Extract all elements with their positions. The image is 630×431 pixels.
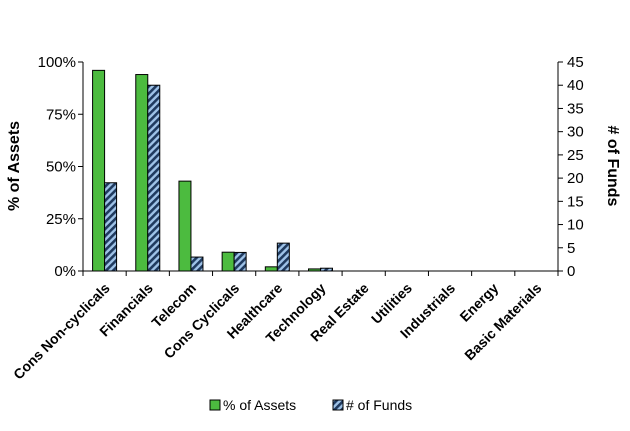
y2-tick-label: 20 (567, 170, 584, 187)
bar-pct-assets (92, 69, 106, 272)
bar-num-funds (233, 251, 247, 272)
y2-tick-label: 30 (567, 124, 584, 141)
category-label: Basic Materials (461, 280, 545, 364)
y-tick-label: 0% (54, 263, 76, 280)
bar-pct-assets (221, 251, 235, 272)
bar-pct-assets (135, 74, 149, 272)
bar-num-funds (276, 242, 290, 272)
legend-swatch-num-funds (332, 399, 344, 411)
y2-tick-label: 35 (567, 100, 584, 117)
legend-swatch-pct-assets (209, 399, 221, 411)
y-tick-label: 100% (38, 54, 76, 71)
bar-num-funds (147, 84, 161, 272)
legend-label-pct-assets: % of Assets (223, 397, 296, 413)
y2-tick-label: 5 (567, 240, 575, 257)
y2-tick-label: 15 (567, 193, 584, 210)
category-label: Cons Cyclicals (161, 280, 243, 362)
legend-label-num-funds: # of Funds (346, 397, 412, 413)
bar-num-funds (320, 267, 333, 272)
category-label: Cons Non-cyclicals (10, 280, 113, 383)
y2-tick-label: 0 (567, 263, 575, 280)
bar-num-funds (190, 256, 204, 272)
bar-pct-assets (178, 180, 192, 272)
y2-tick-label: 25 (567, 147, 584, 164)
y-tick-label: 25% (46, 211, 76, 228)
y2-tick-label: 45 (567, 54, 584, 71)
y2-tick-label: 40 (567, 77, 584, 94)
bar-pct-assets (308, 268, 321, 272)
y2-axis-title: # of Funds (604, 126, 621, 207)
bar-pct-assets (264, 266, 278, 272)
y-tick-label: 50% (46, 159, 76, 176)
y2-tick-label: 10 (567, 217, 584, 234)
y-axis-title: % of Assets (6, 121, 23, 211)
bar-num-funds (104, 182, 118, 272)
y-tick-label: 75% (46, 106, 76, 123)
